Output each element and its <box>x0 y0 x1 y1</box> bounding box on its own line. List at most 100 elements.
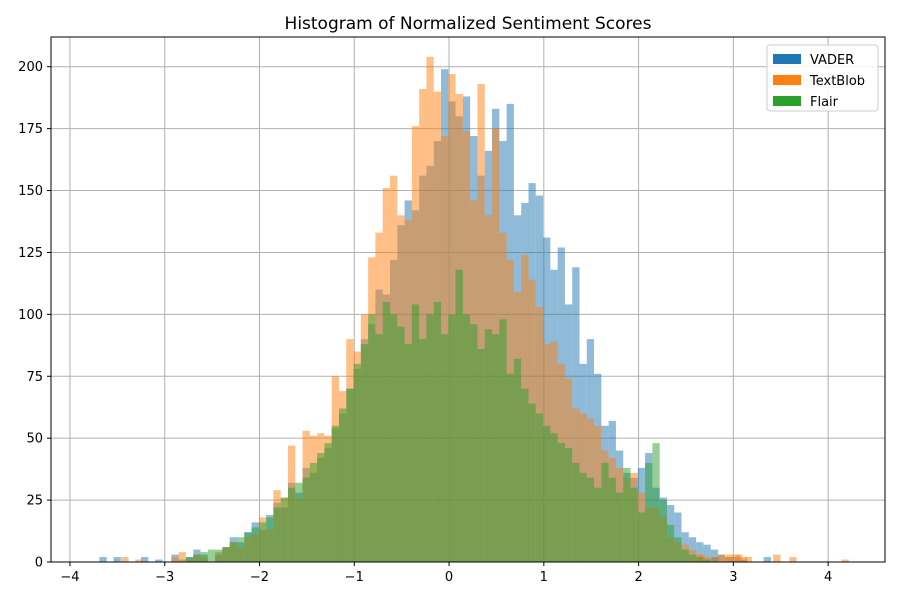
bar <box>360 344 369 562</box>
bar <box>637 512 646 562</box>
bar <box>353 363 361 562</box>
y-tick-label: 50 <box>26 432 43 447</box>
plot-frame <box>50 36 886 563</box>
x-tick-label: 0 <box>445 570 453 585</box>
bar <box>397 326 405 562</box>
bar <box>586 477 595 562</box>
x-tick-label: 3 <box>729 570 737 585</box>
bar <box>528 403 536 562</box>
bar <box>572 462 580 562</box>
bar <box>404 344 412 562</box>
bar <box>703 544 711 562</box>
legend-swatch-vader <box>773 54 801 64</box>
x-tick-label: 2 <box>634 570 642 585</box>
bar <box>280 497 288 562</box>
bar <box>309 462 318 562</box>
bar <box>229 542 237 562</box>
axes: −4 −3 −2 −1 0 1 2 3 4 0 25 50 75 100 125 150 175 200 <box>18 36 886 585</box>
bar <box>484 329 493 562</box>
bar <box>696 557 704 562</box>
bar <box>557 443 565 562</box>
bar <box>99 557 107 562</box>
legend-label-vader: VADER <box>810 53 854 68</box>
bar <box>155 559 163 562</box>
bar <box>623 467 631 562</box>
bar <box>448 314 456 562</box>
bar <box>681 549 689 562</box>
bar <box>426 314 434 562</box>
bar <box>789 557 797 562</box>
bar <box>744 557 753 562</box>
y-tick-label: 100 <box>18 308 43 323</box>
bar <box>185 557 194 562</box>
legend: VADER TextBlob Flair <box>766 44 879 112</box>
series-flair-bars <box>185 269 711 562</box>
bar <box>178 552 186 562</box>
bar <box>688 554 697 562</box>
bar <box>477 84 485 562</box>
bar <box>499 319 507 562</box>
bar <box>346 388 354 562</box>
bar <box>608 477 616 562</box>
bar <box>645 462 653 562</box>
bar <box>251 527 259 562</box>
bar <box>441 334 449 562</box>
bar <box>506 373 514 562</box>
bar <box>773 554 781 562</box>
bar <box>601 462 609 562</box>
x-tick-label: −3 <box>155 570 174 585</box>
bar <box>244 532 252 562</box>
bar <box>739 557 748 562</box>
bar <box>113 557 121 562</box>
bar <box>594 487 602 562</box>
bar <box>564 448 573 562</box>
x-tick-label: −4 <box>60 570 79 585</box>
bar <box>273 507 281 562</box>
bar <box>513 358 522 562</box>
bar <box>630 487 638 562</box>
y-tick-label: 0 <box>35 556 43 571</box>
bar <box>477 349 485 562</box>
bar <box>535 413 544 562</box>
y-tick-label: 25 <box>26 494 43 509</box>
bar <box>543 425 551 562</box>
bar <box>317 453 325 562</box>
bar <box>302 477 310 562</box>
bar <box>579 472 587 562</box>
y-tick-label: 150 <box>18 184 43 199</box>
bar <box>215 549 223 562</box>
bar <box>725 554 734 562</box>
bar <box>666 524 675 562</box>
legend-label-flair: Flair <box>810 95 839 110</box>
bar <box>710 549 718 562</box>
bar <box>615 492 624 562</box>
x-tick-label: −1 <box>345 570 364 585</box>
bar <box>411 304 420 562</box>
bar <box>121 557 129 562</box>
bar <box>419 89 427 562</box>
bar <box>287 487 296 562</box>
y-tick-label: 175 <box>18 122 43 137</box>
bar <box>368 314 376 562</box>
bar <box>222 547 230 562</box>
bar <box>324 443 332 562</box>
bar <box>841 559 849 562</box>
bar <box>135 559 143 562</box>
bar <box>492 334 500 562</box>
bars-layer <box>99 56 849 562</box>
bar <box>433 301 442 562</box>
bar <box>141 557 149 562</box>
bar <box>171 557 179 562</box>
x-tick-label: 4 <box>824 570 832 585</box>
y-tick-label: 75 <box>26 370 43 385</box>
bar <box>703 559 711 562</box>
bar <box>258 522 267 562</box>
bar <box>200 552 208 562</box>
x-tick-label: 1 <box>540 570 548 585</box>
bar <box>696 542 704 562</box>
bar <box>652 443 660 562</box>
bar <box>659 500 667 562</box>
bar <box>717 554 726 562</box>
bar <box>382 301 391 562</box>
